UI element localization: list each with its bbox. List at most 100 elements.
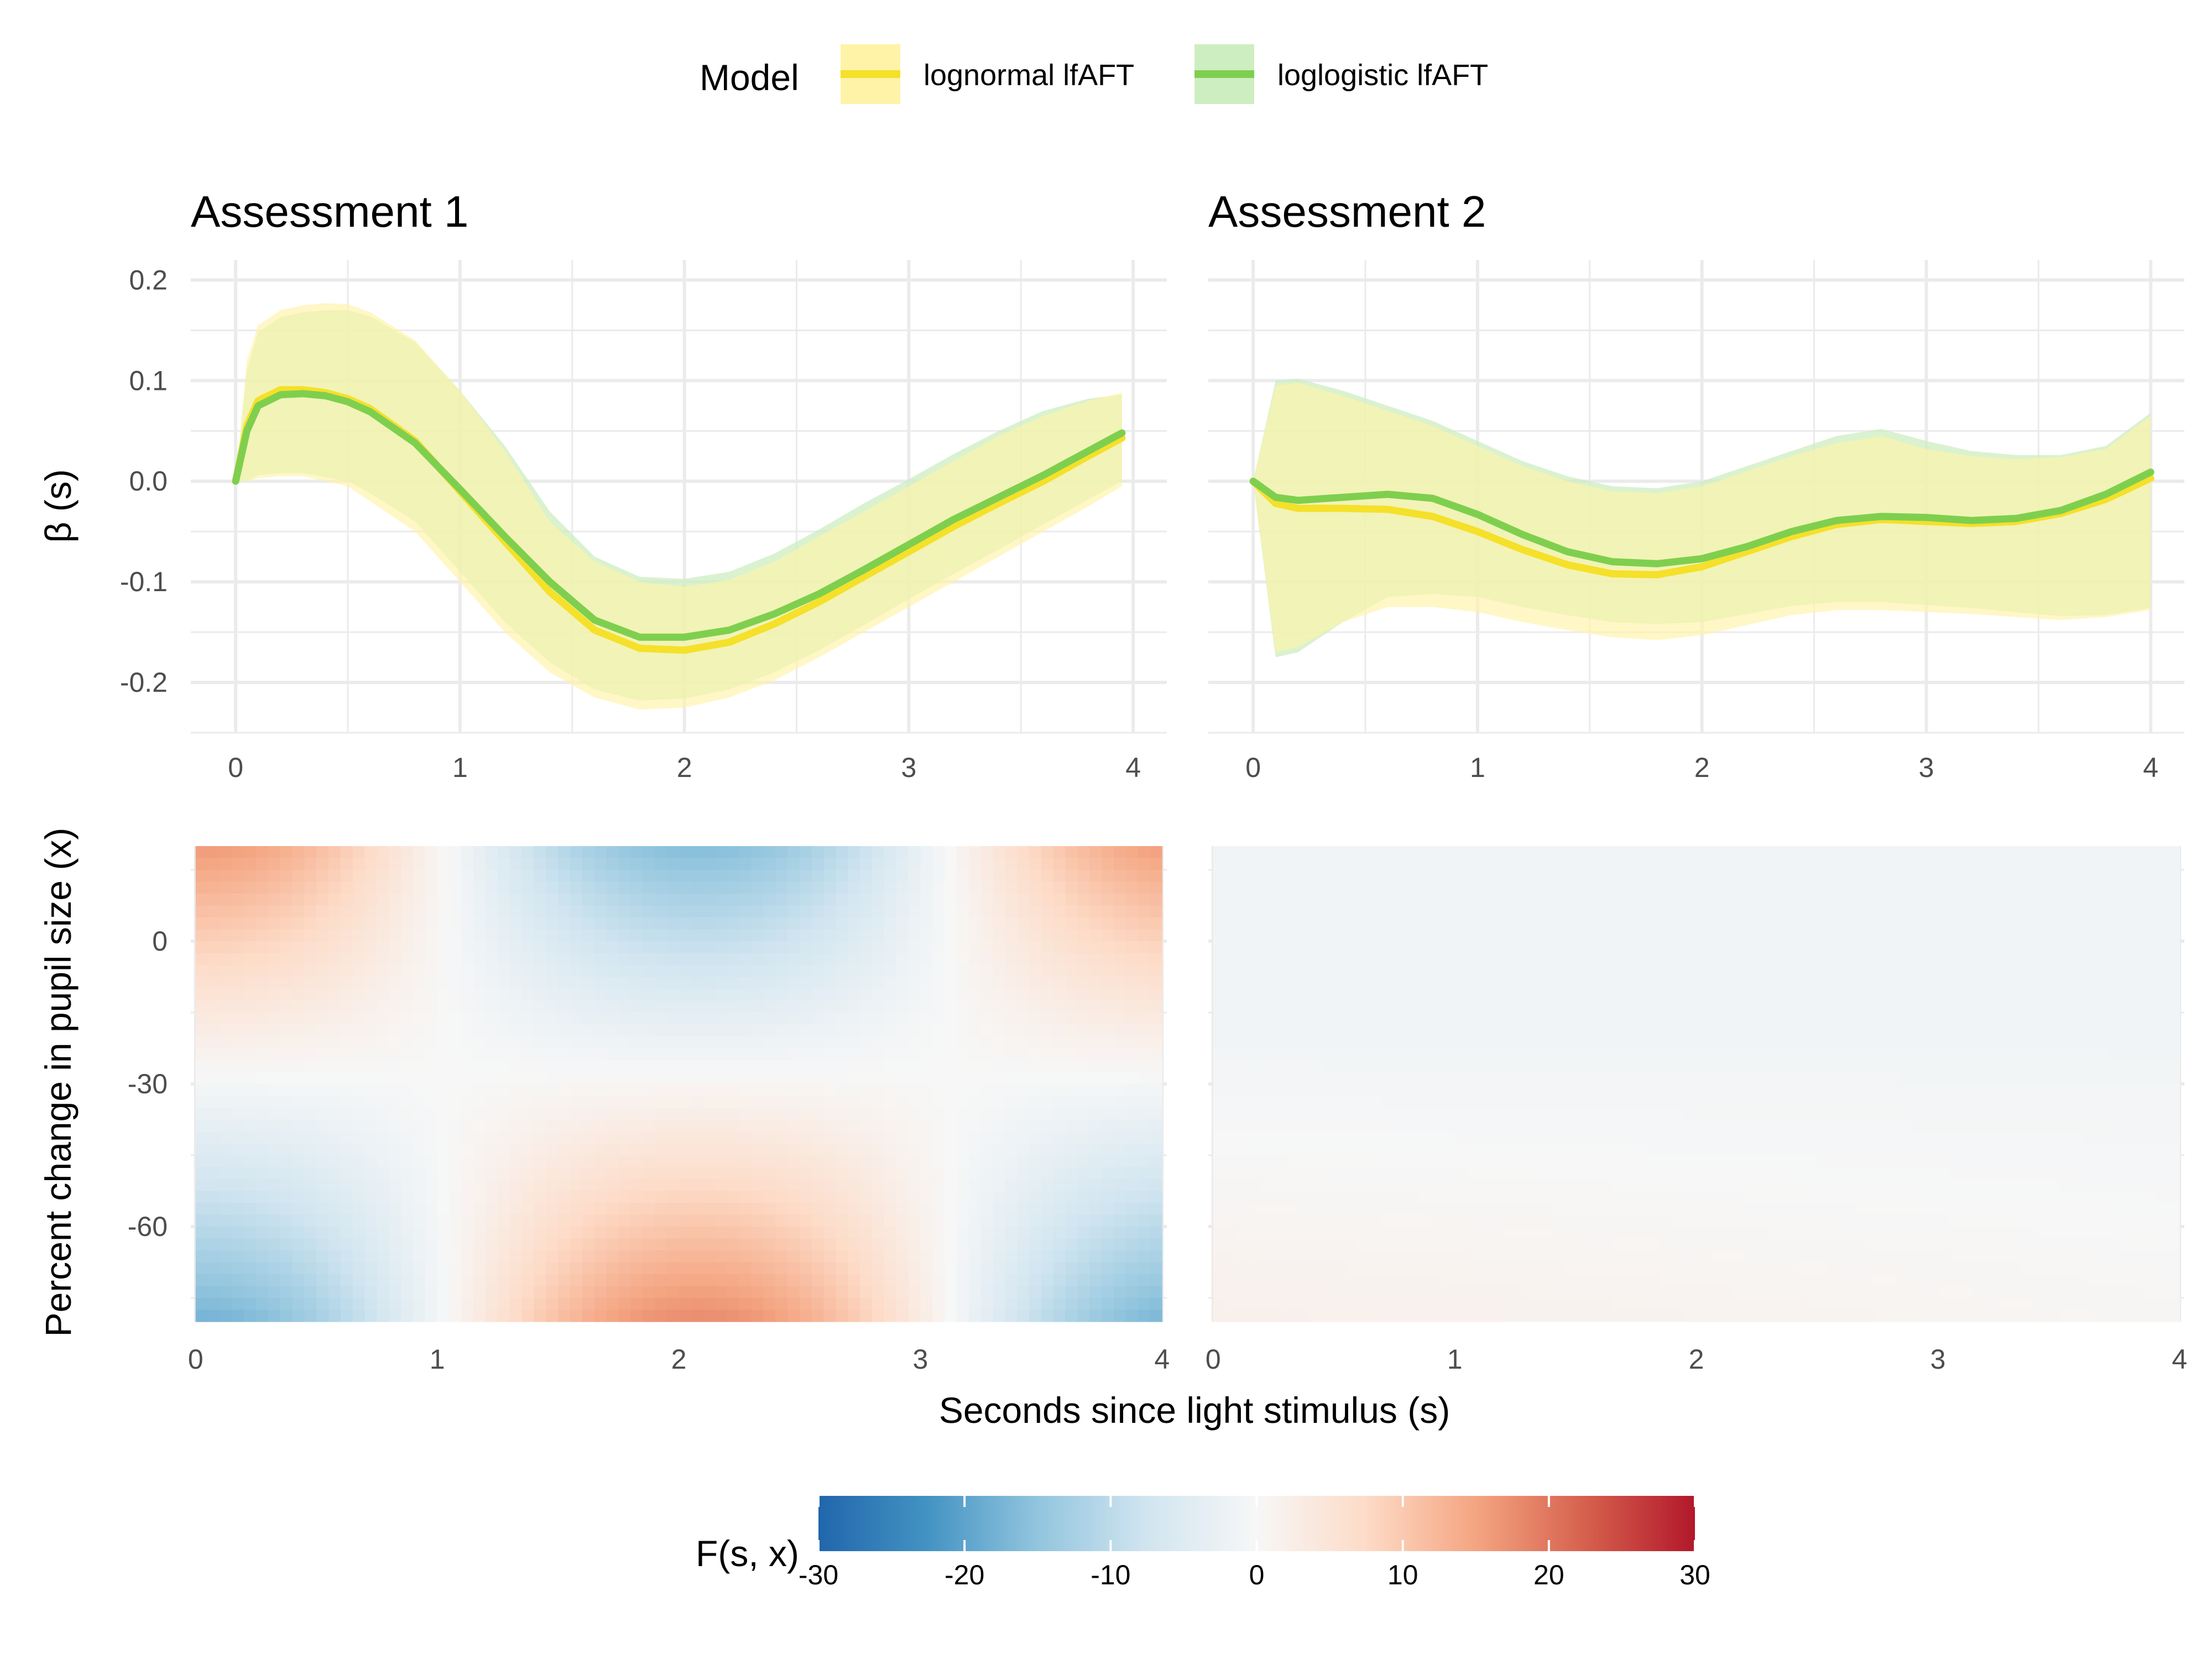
- heatmap-cell: [1624, 1143, 1636, 1156]
- heatmap-cell: [884, 1298, 897, 1311]
- heatmap-cell: [1563, 977, 1576, 989]
- heatmap-cell: [727, 1000, 740, 1013]
- heatmap-cell: [328, 846, 341, 859]
- heatmap-cell: [1454, 941, 1468, 954]
- heatmap-cell: [220, 1143, 232, 1156]
- heatmap-cell: [1041, 881, 1054, 894]
- heatmap-cell: [618, 953, 631, 966]
- heatmap-cell: [1684, 1119, 1697, 1132]
- heatmap-cell: [751, 905, 764, 918]
- heatmap-cell: [751, 1286, 764, 1298]
- heatmap-cell: [703, 1250, 716, 1263]
- heatmap-cell: [1515, 1084, 1528, 1097]
- heatmap-cell: [195, 1250, 208, 1263]
- heatmap-cell: [1261, 929, 1274, 942]
- heatmap-cell: [1527, 1155, 1540, 1168]
- heatmap-cell: [945, 977, 957, 989]
- heatmap-cell: [1636, 1084, 1648, 1097]
- heatmap-cell: [727, 917, 740, 930]
- heatmap-cell: [1358, 870, 1371, 883]
- heatmap-cell: [268, 1048, 281, 1061]
- heatmap-cell: [1648, 846, 1661, 859]
- heatmap-cell: [799, 1119, 812, 1132]
- heatmap-cell: [1237, 894, 1250, 906]
- heatmap-cell: [606, 1131, 619, 1144]
- heatmap-cell: [860, 965, 873, 978]
- heatmap-cell: [1539, 1108, 1552, 1120]
- heatmap-cell: [920, 989, 933, 1001]
- heatmap-cell: [449, 1108, 462, 1120]
- heatmap-cell: [364, 1084, 377, 1097]
- heatmap-cell: [1113, 953, 1126, 966]
- heatmap-cell: [884, 1072, 897, 1084]
- heatmap-cell: [437, 1238, 450, 1251]
- heatmap-cell: [703, 1000, 716, 1013]
- heatmap-cell: [1442, 870, 1455, 883]
- heatmap-cell: [1261, 894, 1274, 906]
- heatmap-cell: [232, 1227, 244, 1239]
- heatmap-cell: [1053, 1286, 1066, 1298]
- heatmap-cell: [618, 1131, 631, 1144]
- heatmap-cell: [570, 1084, 583, 1097]
- heatmap-cell: [558, 1250, 571, 1263]
- heatmap-cell: [1551, 1298, 1564, 1311]
- heatmap-cell: [1225, 1131, 1238, 1144]
- heatmap-cell: [1454, 1108, 1468, 1120]
- heatmap-cell: [920, 917, 933, 930]
- heatmap-cell: [1672, 1013, 1685, 1025]
- heatmap-cell: [377, 1084, 389, 1097]
- heatmap-cell: [316, 929, 329, 942]
- heatmap-cell: [1503, 1227, 1516, 1239]
- heatmap-cell: [1563, 1167, 1576, 1180]
- heatmap-cell: [1285, 965, 1298, 978]
- heatmap-cell: [377, 846, 389, 859]
- heatmap-cell: [364, 1179, 377, 1192]
- heatmap-cell: [1041, 894, 1054, 906]
- heatmap-cell: [739, 1155, 752, 1168]
- heatmap-cell: [679, 1095, 691, 1108]
- heatmap-cell: [1213, 965, 1226, 978]
- heatmap-cell: [340, 870, 353, 883]
- heatmap-cell: [1503, 1013, 1516, 1025]
- heatmap-cell: [1563, 1084, 1576, 1097]
- heatmap-cell: [1138, 1214, 1151, 1227]
- heatmap-cell: [823, 941, 837, 954]
- heatmap-cell: [1467, 1048, 1479, 1061]
- heatmap-cell: [1479, 881, 1491, 894]
- heatmap-cell: [823, 1262, 837, 1275]
- heatmap-cell: [811, 1013, 825, 1025]
- heatmap-cell: [666, 1286, 680, 1298]
- heatmap-cell: [618, 1298, 631, 1311]
- heatmap-cell: [1708, 858, 1721, 870]
- heatmap-cell: [1587, 905, 1600, 918]
- heatmap-cell: [1418, 941, 1431, 954]
- heatmap-cell: [1310, 977, 1322, 989]
- heatmap-cell: [1113, 1191, 1126, 1203]
- heatmap-cell: [497, 1262, 510, 1275]
- heatmap-cell: [1334, 1013, 1347, 1025]
- heatmap-cell: [1442, 1095, 1455, 1108]
- heatmap-cell: [642, 953, 655, 966]
- heatmap-cell: [945, 1084, 957, 1097]
- heatmap-cell: [727, 929, 740, 942]
- heatmap-cell: [751, 1203, 764, 1215]
- heatmap-cell: [1454, 1298, 1468, 1311]
- heatmap-cell: [642, 1286, 655, 1298]
- heatmap-cell: [691, 1072, 703, 1084]
- heatmap-cell: [1563, 1250, 1576, 1263]
- heatmap-cell: [594, 870, 607, 883]
- heatmap-cell: [848, 1095, 860, 1108]
- heatmap-cell: [908, 1095, 921, 1108]
- heatmap-cell: [1310, 870, 1322, 883]
- heatmap-cell: [1636, 846, 1648, 859]
- heatmap-cell: [691, 1286, 703, 1298]
- heatmap-cell: [1370, 905, 1383, 918]
- heatmap-cell: [352, 1274, 366, 1287]
- heatmap-cell: [920, 1238, 933, 1251]
- heatmap-cell: [1527, 1131, 1540, 1144]
- heatmap-cell: [1696, 1238, 1709, 1251]
- heatmap-cell: [1515, 1000, 1528, 1013]
- heatmap-cell: [945, 894, 957, 906]
- heatmap-cell: [1089, 1167, 1102, 1180]
- heatmap-cell: [666, 1227, 680, 1239]
